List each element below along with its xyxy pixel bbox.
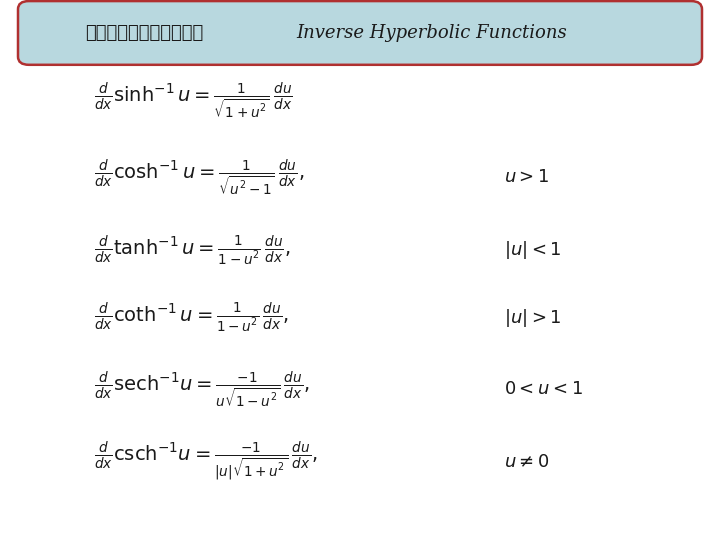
FancyBboxPatch shape [18,1,702,65]
Text: $\frac{d}{dx}\mathrm{sech}^{-1} u = \frac{-1}{u\sqrt{1-u^2}}\,\frac{du}{dx},$: $\frac{d}{dx}\mathrm{sech}^{-1} u = \fra… [94,369,310,409]
Text: $0 < u < 1$: $0 < u < 1$ [504,380,582,398]
Text: $\frac{d}{dx}\mathrm{csch}^{-1} u = \frac{-1}{|u|\sqrt{1+u^2}}\,\frac{du}{dx},$: $\frac{d}{dx}\mathrm{csch}^{-1} u = \fra… [94,440,318,483]
Text: สรปอนพนธของ: สรปอนพนธของ [85,24,203,42]
Text: $\frac{d}{dx}\sinh^{-1} u = \frac{1}{\sqrt{1+u^2}}\,\frac{du}{dx}$: $\frac{d}{dx}\sinh^{-1} u = \frac{1}{\sq… [94,80,292,120]
Text: $u > 1$: $u > 1$ [504,168,549,186]
Text: $|u| < 1$: $|u| < 1$ [504,239,562,261]
Text: $u \neq 0$: $u \neq 0$ [504,453,549,471]
Text: $\frac{d}{dx}\coth^{-1} u = \frac{1}{1-u^2}\,\frac{du}{dx},$: $\frac{d}{dx}\coth^{-1} u = \frac{1}{1-u… [94,301,289,334]
Text: $\frac{d}{dx}\cosh^{-1} u = \frac{1}{\sqrt{u^2-1}}\,\frac{du}{dx},$: $\frac{d}{dx}\cosh^{-1} u = \frac{1}{\sq… [94,157,304,197]
Text: $|u| > 1$: $|u| > 1$ [504,307,562,328]
Text: $\frac{d}{dx}\tanh^{-1} u = \frac{1}{1-u^2}\,\frac{du}{dx},$: $\frac{d}{dx}\tanh^{-1} u = \frac{1}{1-u… [94,233,290,267]
Text: Inverse Hyperbolic Functions: Inverse Hyperbolic Functions [297,24,567,42]
